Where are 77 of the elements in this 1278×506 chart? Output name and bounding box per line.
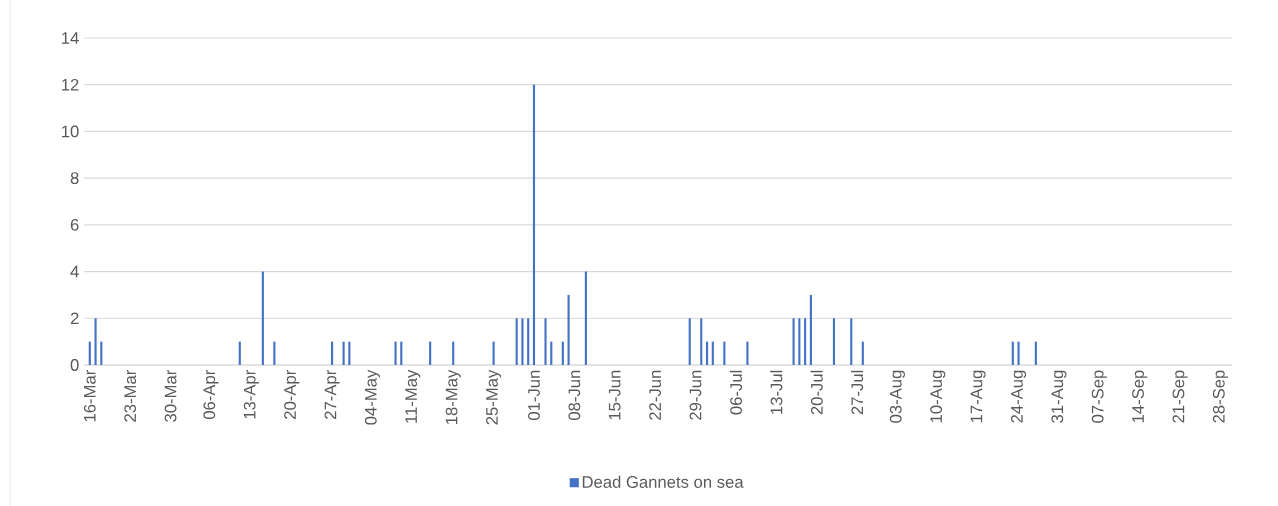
y-tick-label: 14 xyxy=(62,32,79,44)
bar xyxy=(1011,341,1014,365)
bar xyxy=(850,318,853,365)
bar xyxy=(261,271,264,365)
x-tick-label: 15-Jun xyxy=(608,370,621,420)
bar xyxy=(804,318,807,365)
x-tick-label: 06-Jul xyxy=(729,370,743,415)
bar xyxy=(521,318,524,365)
bar xyxy=(492,341,495,365)
bar xyxy=(550,341,553,365)
bar xyxy=(688,318,691,365)
x-tick-label: 11-May xyxy=(405,369,421,423)
x-tick-label: 13-Apr xyxy=(243,369,259,419)
x-tick-label: 07-Sep xyxy=(1091,370,1107,423)
y-tick-label: 8 xyxy=(70,172,79,185)
x-tick-label: 20-Jul xyxy=(810,370,823,415)
y-tick-label: 6 xyxy=(70,218,79,231)
bar xyxy=(700,318,703,365)
bar xyxy=(527,318,530,365)
bar xyxy=(723,341,726,365)
y-tick-label: 12 xyxy=(62,78,79,91)
x-tick-label: 01-Jun xyxy=(528,370,540,421)
bar xyxy=(1034,341,1037,365)
x-tick-label: 31-Aug xyxy=(1051,370,1067,423)
bar xyxy=(400,341,403,365)
bar xyxy=(238,341,241,365)
x-tick-label: 18-May xyxy=(445,369,461,424)
x-tick-label: 29-Jun xyxy=(689,370,702,420)
bar xyxy=(532,84,536,365)
x-tick-label: 27-Apr xyxy=(324,369,340,419)
x-tick-label: 13-Jul xyxy=(770,370,783,414)
bar xyxy=(94,318,97,365)
x-tick-label: 17-Aug xyxy=(970,370,986,423)
bar xyxy=(746,341,749,365)
bar xyxy=(798,318,801,365)
y-tick-label: 0 xyxy=(70,359,79,371)
bar xyxy=(100,341,103,365)
bar xyxy=(809,294,812,365)
bar xyxy=(705,341,709,365)
bar xyxy=(452,341,455,365)
x-tick-label: 10-Aug xyxy=(930,370,946,423)
bar xyxy=(515,318,518,365)
bar xyxy=(394,341,397,365)
bar xyxy=(342,341,345,365)
bar xyxy=(273,341,276,365)
x-tick-label: 06-Apr xyxy=(203,369,219,420)
x-tick-label: 28-Sep xyxy=(1212,370,1228,423)
x-tick-label: 23-Mar xyxy=(124,369,137,422)
y-tick-label: 10 xyxy=(62,125,79,138)
legend-label: Dead Gannets on sea xyxy=(582,475,744,488)
bar xyxy=(331,341,334,365)
x-tick-label: 24-Aug xyxy=(1011,370,1027,423)
x-tick-label: 16-Mar xyxy=(83,369,96,422)
bar xyxy=(1017,341,1020,365)
bar xyxy=(861,341,864,365)
bar xyxy=(429,341,432,365)
bar xyxy=(544,318,547,365)
bar xyxy=(792,318,795,365)
x-tick-label: 30-Mar xyxy=(164,369,177,422)
x-tick-label: 08-Jun xyxy=(568,370,581,421)
bar xyxy=(711,341,714,365)
bar xyxy=(567,294,570,365)
x-tick-label: 25-May xyxy=(486,369,502,425)
x-tick-label: 04-May xyxy=(364,369,380,425)
bar xyxy=(348,341,351,365)
x-tick-label: 22-Jun xyxy=(649,370,662,420)
x-tick-label: 14-Sep xyxy=(1132,370,1148,423)
x-tick-label: 03-Aug xyxy=(889,370,905,423)
bar xyxy=(584,271,587,365)
y-tick-label: 2 xyxy=(70,312,79,325)
bar xyxy=(88,341,91,365)
x-tick-label: 20-Apr xyxy=(284,369,300,419)
x-tick-label: 27-Jul xyxy=(850,370,864,415)
bar xyxy=(832,318,836,365)
bar xyxy=(561,341,564,365)
x-tick-label: 21-Sep xyxy=(1172,370,1188,423)
y-tick-label: 4 xyxy=(70,265,79,278)
